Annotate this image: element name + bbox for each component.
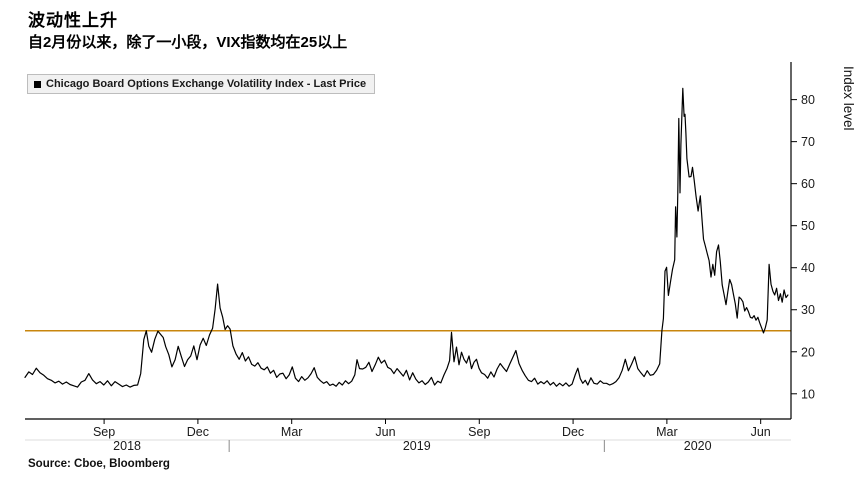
svg-text:Sep: Sep xyxy=(468,425,490,439)
svg-text:Jun: Jun xyxy=(375,425,395,439)
svg-text:Mar: Mar xyxy=(281,425,303,439)
legend-marker-icon xyxy=(34,80,41,88)
svg-text:2020: 2020 xyxy=(684,439,712,453)
legend-label: Chicago Board Options Exchange Volatilit… xyxy=(46,78,367,90)
svg-text:40: 40 xyxy=(801,261,815,275)
svg-text:80: 80 xyxy=(801,93,815,107)
svg-text:60: 60 xyxy=(801,177,815,191)
page-subtitle: 自2月份以来，除了一小段，VIX指数均在25以上 xyxy=(28,34,348,51)
svg-text:70: 70 xyxy=(801,135,815,149)
svg-text:20: 20 xyxy=(801,345,815,359)
svg-text:Dec: Dec xyxy=(187,425,209,439)
svg-text:50: 50 xyxy=(801,219,815,233)
svg-text:2018: 2018 xyxy=(113,439,141,453)
svg-text:Dec: Dec xyxy=(562,425,584,439)
source-note: Source: Cboe, Bloomberg xyxy=(28,458,170,470)
svg-text:10: 10 xyxy=(801,387,815,401)
page-title: 波动性上升 xyxy=(28,11,118,30)
chart-legend: Chicago Board Options Exchange Volatilit… xyxy=(27,74,376,94)
chart-canvas: 10 20 30 40 50 60 70 80 Sep Dec Mar Jun Sep Dec Mar Jun… xyxy=(24,62,815,453)
svg-text:Jun: Jun xyxy=(751,425,771,439)
chart-area: 10 20 30 40 50 60 70 80 Sep Dec Mar Jun Sep Dec Mar Jun… xyxy=(0,62,864,454)
svg-text:2019: 2019 xyxy=(403,439,431,453)
y-axis-title: Index level xyxy=(841,66,856,131)
svg-text:Sep: Sep xyxy=(93,425,115,439)
svg-text:Mar: Mar xyxy=(656,425,678,439)
svg-text:30: 30 xyxy=(801,303,815,317)
